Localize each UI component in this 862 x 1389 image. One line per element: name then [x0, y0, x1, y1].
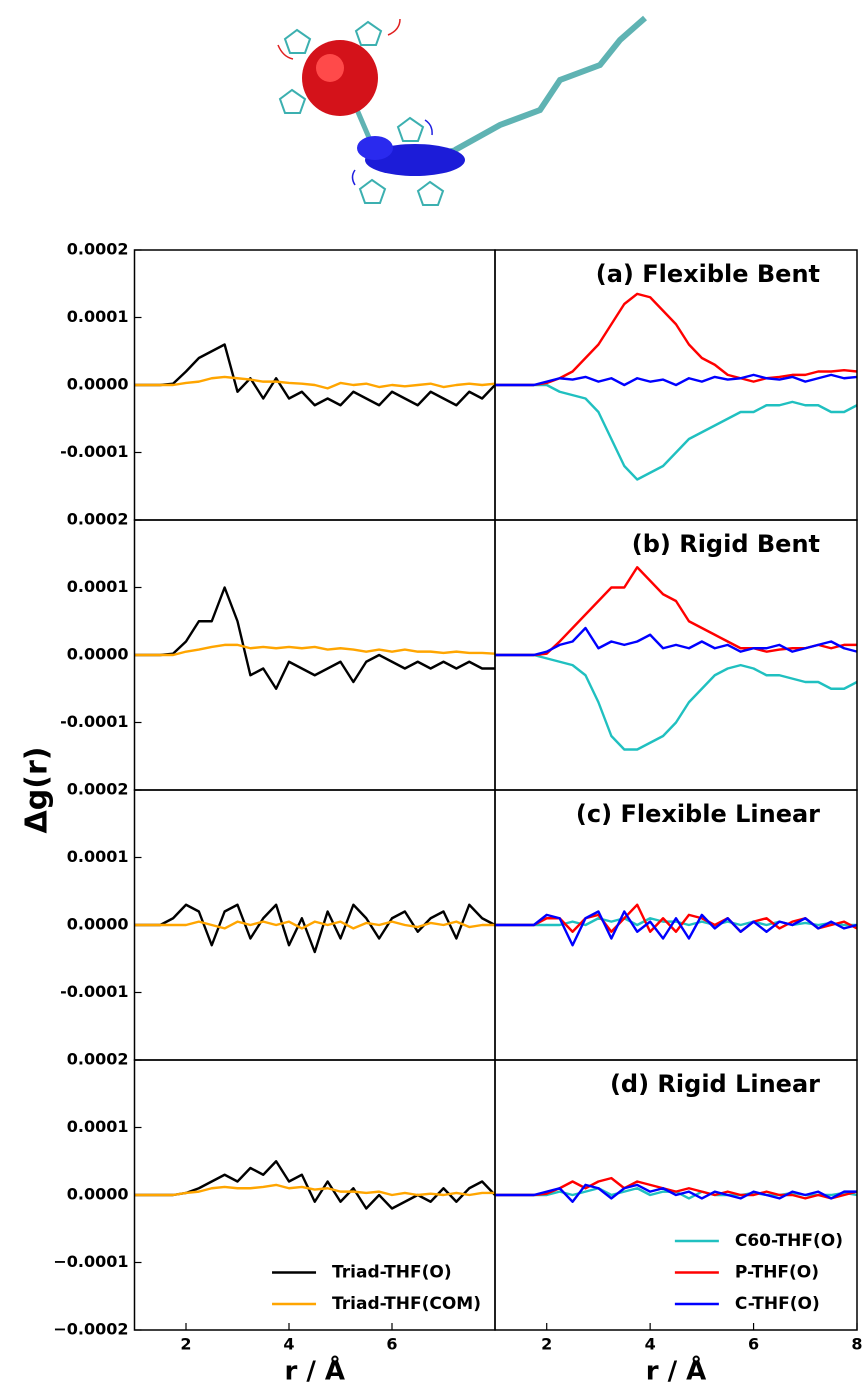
molecule-illustration [277, 15, 647, 206]
y-tick-label: 0.0000 [67, 645, 129, 664]
legend-label: Triad-THF(COM) [332, 1294, 481, 1314]
legend-label: C-THF(O) [735, 1294, 820, 1314]
series-line [134, 586, 495, 690]
series-line [134, 1183, 495, 1197]
y-tick-label: 0.0002 [67, 510, 129, 529]
y-tick-label: 0.0001 [67, 1117, 129, 1136]
y-tick-label: -0.0001 [60, 712, 128, 731]
fullerene [302, 40, 378, 116]
panel-frame [494, 1059, 858, 1331]
legend: C60-THF(O) P-THF(O) C-THF(O) [674, 1231, 843, 1314]
x-tick-label: 4 [283, 1335, 294, 1354]
panel-title: (b) Rigid Bent [632, 530, 820, 558]
y-tick-label: 0.0001 [67, 577, 129, 596]
series-line [495, 1183, 857, 1203]
x-tick-label: 6 [748, 1335, 759, 1354]
y-tick-label: 0.0001 [67, 307, 129, 326]
x-tick-label: 6 [386, 1335, 397, 1354]
y-tick-label: 0.0002 [67, 240, 129, 259]
legend-label: Triad-THF(O) [332, 1263, 452, 1283]
panel-title: (c) Flexible Linear [576, 800, 820, 828]
rotation-arrows [277, 18, 433, 186]
y-tick-label: 0.0001 [67, 847, 129, 866]
y-tick-label: −0.0001 [53, 1252, 128, 1271]
series-line [495, 373, 858, 387]
series-line [134, 1160, 496, 1210]
series-line [134, 343, 496, 407]
y-tick-label: 0.0000 [67, 1185, 129, 1204]
legend: Triad-THF(O) Triad-THF(COM) [272, 1263, 481, 1314]
panel-title: (d) Rigid Linear [610, 1070, 820, 1098]
series-line [134, 920, 495, 930]
x-tick-label: 2 [180, 1335, 191, 1354]
x-tick-label: 2 [541, 1335, 552, 1354]
y-tick-label: -0.0001 [60, 982, 128, 1001]
y-tick-label: 0.0000 [67, 375, 129, 394]
x-tick-label: 8 [851, 1335, 862, 1354]
series-line [134, 903, 496, 954]
y-tick-label: 0.0002 [67, 780, 129, 799]
y-tick-label: -0.0001 [60, 442, 128, 461]
y-tick-label: −0.0002 [53, 1320, 128, 1339]
x-tick-label: 4 [645, 1335, 656, 1354]
thf-rings [278, 20, 445, 206]
legend-label: P-THF(O) [735, 1263, 819, 1283]
porphyrin-part [357, 136, 393, 160]
fullerene-highlight [316, 54, 344, 82]
y-tick-label: 0.0000 [67, 915, 129, 934]
x-axis-label: r / Å [284, 1355, 345, 1386]
x-axis-label: r / Å [646, 1355, 707, 1386]
series-line [495, 917, 857, 927]
series-line [495, 292, 858, 387]
y-axis-label: Δg(r) [20, 747, 55, 834]
series-line [495, 910, 858, 947]
series-line [495, 653, 858, 751]
legend-label: C60-THF(O) [735, 1231, 843, 1251]
series-line [134, 643, 496, 657]
series-line [495, 383, 858, 481]
series-line [495, 626, 858, 657]
y-tick-label: 0.0002 [67, 1050, 129, 1069]
panel-frame [494, 519, 858, 791]
chain [453, 15, 647, 153]
series-line [134, 375, 496, 390]
panel-frame [133, 519, 496, 791]
series-line [495, 566, 857, 657]
panel-title: (a) Flexible Bent [596, 260, 820, 288]
